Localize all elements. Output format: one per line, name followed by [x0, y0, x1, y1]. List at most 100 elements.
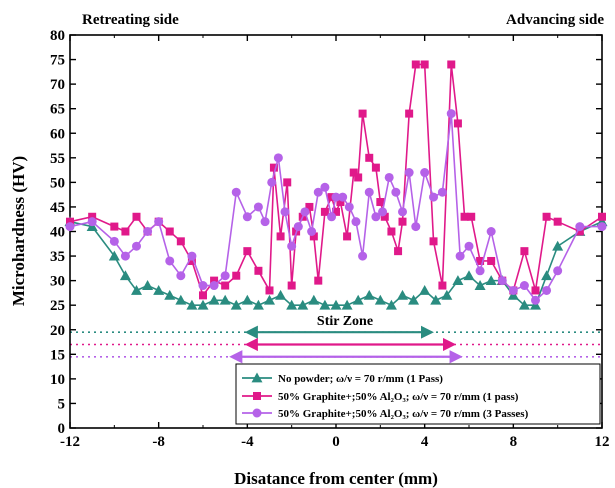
data-point-purple	[398, 207, 407, 217]
series-line-purple	[69, 113, 602, 302]
data-point-magenta	[420, 60, 429, 69]
data-point-teal	[119, 270, 131, 281]
data-point-purple	[351, 217, 361, 227]
data-point-magenta	[232, 271, 241, 280]
data-point-purple	[242, 212, 252, 222]
data-point-magenta	[358, 109, 367, 118]
series-line-magenta	[69, 63, 603, 298]
data-point-purple	[176, 271, 186, 281]
legend-box	[235, 363, 601, 425]
data-point-teal	[541, 270, 553, 281]
data-point-purple	[154, 217, 164, 227]
data-point-magenta	[460, 212, 469, 221]
data-point-purple	[267, 177, 277, 187]
data-point-magenta	[305, 202, 314, 211]
data-point-teal	[264, 294, 275, 305]
legend-label-teal: No powder; ω/ν = 70 r/mm (1 Pass)	[278, 373, 443, 385]
data-point-purple	[120, 251, 130, 261]
data-point-purple	[411, 222, 421, 232]
data-point-purple	[209, 281, 219, 291]
data-point-purple	[531, 295, 540, 305]
data-point-teal	[319, 299, 331, 310]
data-point-purple	[198, 281, 208, 291]
data-point-magenta	[121, 227, 130, 236]
y-tick-label: 5	[58, 396, 66, 412]
data-point-magenta	[320, 207, 329, 216]
data-point-purple	[420, 168, 430, 178]
x-tick-label: -4	[241, 434, 254, 450]
data-point-purple	[253, 202, 263, 212]
y-ticks: 0 5 10 15 20 25 30 35 40 45 50 55 60 65 70 75 80	[50, 28, 602, 437]
data-point-magenta	[365, 153, 374, 162]
data-point-magenta	[398, 217, 407, 226]
y-tick-label: 40	[50, 225, 65, 241]
data-point-purple	[429, 192, 439, 202]
data-point-purple	[508, 285, 518, 295]
y-tick-label: 25	[50, 298, 65, 314]
data-point-magenta	[531, 286, 540, 295]
data-point-purple	[371, 212, 381, 222]
data-point-teal	[241, 294, 253, 305]
data-point-magenta	[165, 227, 174, 236]
data-point-teal	[131, 284, 142, 295]
data-point-purple	[260, 217, 270, 227]
data-point-magenta	[314, 276, 323, 285]
legend-marker-teal	[251, 372, 263, 383]
data-point-magenta	[332, 207, 340, 216]
data-point-purple	[143, 227, 153, 236]
data-point-teal	[363, 289, 375, 300]
data-point-teal	[397, 289, 408, 300]
data-point-magenta	[66, 217, 74, 226]
x-ticks: -12 -8 -4 0 4 8 12	[60, 35, 610, 450]
data-point-purple	[553, 266, 563, 276]
data-point-teal	[219, 294, 231, 305]
data-point-teal	[308, 294, 320, 305]
data-point-magenta	[598, 212, 606, 221]
y-tick-label: 70	[50, 77, 65, 93]
stir-zone-lines	[70, 325, 602, 364]
data-point-magenta	[487, 256, 496, 265]
data-point-teal	[385, 299, 397, 310]
data-point-purple	[65, 222, 75, 232]
data-point-magenta	[376, 198, 385, 207]
data-point-teal	[485, 275, 497, 286]
data-point-magenta	[575, 227, 584, 236]
data-point-magenta	[132, 212, 141, 221]
data-point-magenta	[405, 109, 414, 118]
data-point-magenta	[542, 212, 551, 221]
legend-entries: No powder; ω/ν = 70 r/mm (1 Pass) 50% Gra…	[242, 372, 529, 420]
data-point-magenta	[254, 266, 263, 275]
y-tick-label: 80	[50, 28, 65, 44]
legend-marker-purple	[252, 408, 262, 418]
y-tick-label: 65	[50, 102, 65, 118]
stir-zone-label: Stir Zone	[317, 314, 373, 329]
data-point-magenta	[336, 198, 345, 207]
data-point-magenta	[243, 247, 252, 256]
data-point-magenta	[343, 232, 352, 241]
series-magenta	[66, 60, 606, 300]
data-point-teal	[552, 240, 564, 251]
y-tick-label: 50	[50, 175, 65, 191]
y-tick-label: 30	[50, 274, 65, 290]
legend-marker-magenta	[253, 392, 261, 400]
data-point-magenta	[387, 227, 396, 236]
data-point-purple	[165, 256, 175, 266]
data-point-purple	[437, 187, 447, 197]
y-tick-label: 15	[50, 347, 65, 363]
data-point-purple	[455, 251, 465, 261]
data-point-teal	[208, 294, 220, 305]
data-point-magenta	[283, 178, 292, 187]
data-point-purple	[575, 222, 585, 232]
data-point-magenta	[309, 232, 318, 241]
data-point-purple	[542, 285, 552, 295]
data-point-teal	[153, 284, 165, 295]
data-point-purple	[231, 187, 241, 197]
data-point-purple	[280, 207, 290, 217]
data-point-purple	[109, 236, 119, 246]
data-point-magenta	[447, 60, 456, 69]
x-tick-label: 8	[510, 434, 518, 450]
data-point-purple	[331, 192, 341, 202]
data-point-purple	[384, 172, 394, 182]
data-point-teal	[518, 299, 530, 310]
